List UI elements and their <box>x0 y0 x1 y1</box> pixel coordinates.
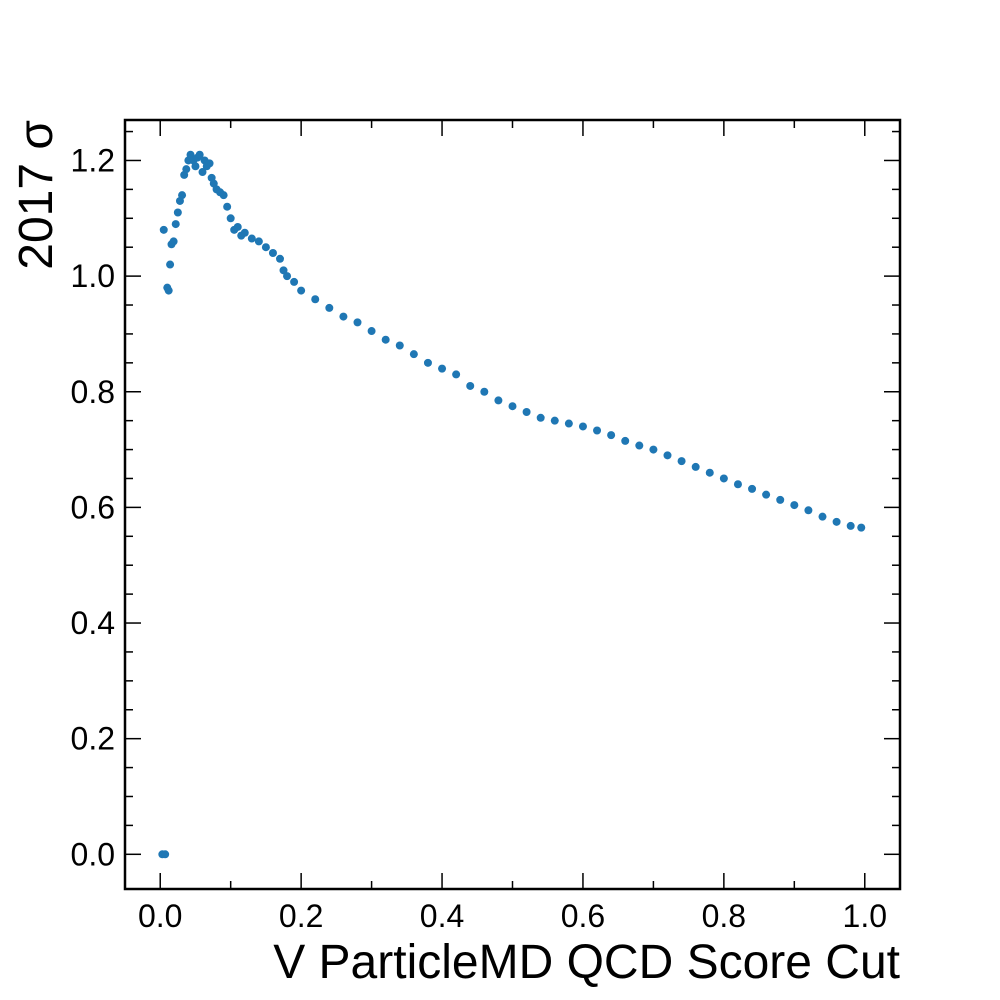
point <box>254 237 263 246</box>
point <box>846 521 855 530</box>
point <box>691 462 700 471</box>
point <box>198 168 207 177</box>
point <box>191 162 200 171</box>
point <box>776 495 785 504</box>
point <box>818 512 827 521</box>
point <box>804 506 813 515</box>
point <box>219 191 228 200</box>
x-tick-label: 0.8 <box>702 898 746 934</box>
point <box>438 364 447 373</box>
point <box>578 422 587 431</box>
point <box>283 272 292 281</box>
point <box>325 303 334 312</box>
point <box>339 312 348 321</box>
x-tick-label: 0.4 <box>420 898 464 934</box>
point <box>677 457 686 466</box>
x-tick-label: 0.6 <box>561 898 605 934</box>
point <box>663 451 672 460</box>
point <box>607 431 616 440</box>
point <box>178 191 187 200</box>
point <box>159 225 168 234</box>
point <box>247 234 256 243</box>
point <box>261 243 270 252</box>
y-tick-label: 1.2 <box>71 142 115 178</box>
x-tick-label: 0.2 <box>279 898 323 934</box>
point <box>169 237 178 246</box>
point <box>171 220 180 229</box>
y-axis-label: 2017 σ <box>10 120 63 270</box>
point <box>395 341 404 350</box>
point <box>223 202 232 211</box>
point <box>166 260 175 269</box>
point <box>173 208 182 217</box>
point <box>353 318 362 327</box>
point <box>748 484 757 493</box>
point <box>649 445 658 454</box>
point <box>164 286 173 295</box>
point <box>832 517 841 526</box>
x-tick-label: 0.0 <box>138 898 182 934</box>
point <box>480 387 489 396</box>
point <box>290 277 299 286</box>
point <box>522 407 531 416</box>
y-tick-label: 0.2 <box>71 721 115 757</box>
point <box>705 468 714 477</box>
point <box>494 396 503 405</box>
y-tick-label: 0.0 <box>71 836 115 872</box>
point <box>161 850 170 859</box>
point <box>593 426 602 435</box>
point <box>635 441 644 450</box>
point <box>466 381 475 390</box>
point <box>240 228 249 237</box>
point <box>508 402 517 411</box>
y-tick-label: 0.8 <box>71 374 115 410</box>
point <box>233 222 242 231</box>
y-tick-label: 0.6 <box>71 489 115 525</box>
point <box>762 490 771 499</box>
point <box>550 416 559 425</box>
point <box>857 523 866 532</box>
point <box>205 159 214 168</box>
point <box>311 295 320 304</box>
point <box>279 266 288 275</box>
point <box>195 150 204 159</box>
point <box>564 419 573 428</box>
point <box>621 436 630 445</box>
point <box>790 501 799 510</box>
x-axis-label: V ParticleMD QCD Score Cut <box>273 936 900 989</box>
point <box>268 248 277 257</box>
y-tick-label: 0.4 <box>71 605 115 641</box>
point <box>733 480 742 489</box>
x-tick-label: 1.0 <box>843 898 887 934</box>
point <box>423 358 432 367</box>
point <box>297 286 306 295</box>
point <box>367 327 376 336</box>
point <box>182 165 191 174</box>
point <box>719 474 728 483</box>
y-tick-label: 1.0 <box>71 258 115 294</box>
point <box>226 214 235 223</box>
point <box>276 254 284 263</box>
point <box>452 370 461 379</box>
point <box>381 335 390 344</box>
point <box>409 350 418 359</box>
point <box>536 413 545 422</box>
